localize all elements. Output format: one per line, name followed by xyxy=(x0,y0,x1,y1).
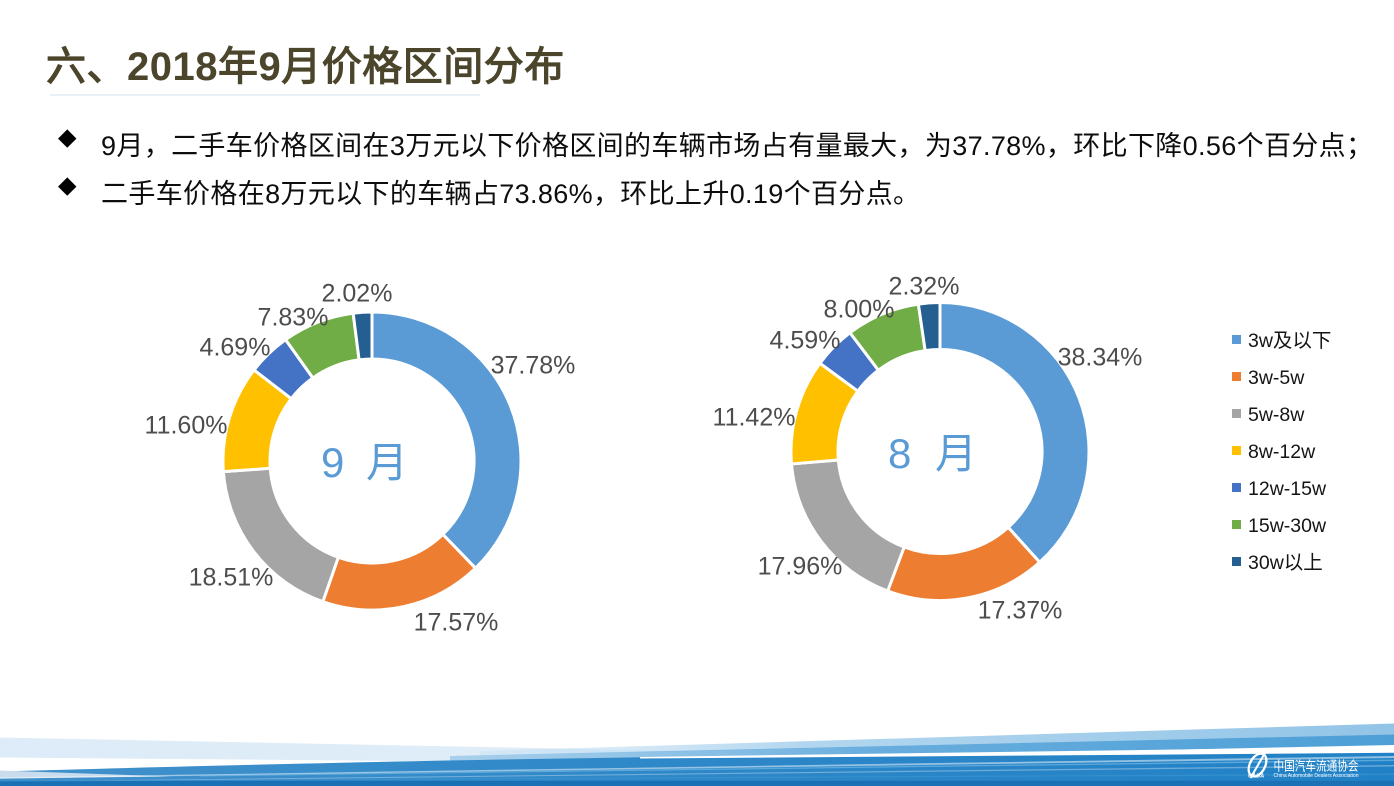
svg-text:中国汽车流通协会: 中国汽车流通协会 xyxy=(1274,759,1359,774)
svg-text:China Automobile Dealers Assoc: China Automobile Dealers Association xyxy=(1274,773,1359,779)
svg-text:CADA: CADA xyxy=(1248,774,1264,780)
